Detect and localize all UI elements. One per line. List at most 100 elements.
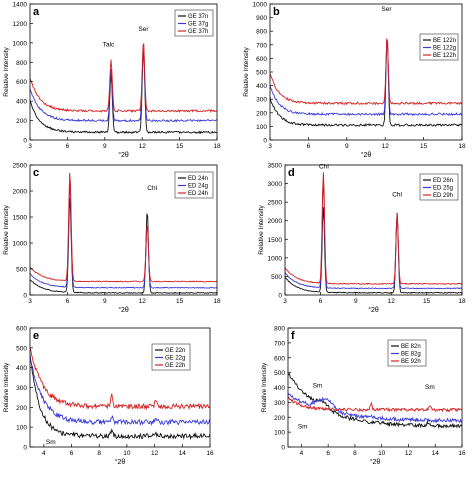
y-tick-label: 800 [274, 326, 285, 333]
peak-annotation: Ser [138, 26, 149, 33]
series-line-ed-24n [30, 198, 217, 294]
series-line-ge-37n [30, 51, 217, 135]
x-tick-label: 6 [66, 143, 70, 150]
y-tick-label: 100 [256, 124, 267, 131]
series-line-ed-24g [30, 183, 217, 289]
peak-annotation: Sm [313, 383, 323, 390]
x-axis-label: °2θ [368, 306, 379, 314]
y-tick-label: 900 [256, 15, 267, 22]
peak-annotation: Ser [381, 6, 392, 13]
x-tick-label: 18 [458, 143, 466, 150]
y-tick-label: 1500 [268, 237, 283, 244]
x-tick-label: 4 [300, 450, 304, 457]
y-tick-label: 700 [274, 340, 285, 347]
y-tick-label: 500 [256, 70, 267, 77]
legend-label: ED 25g [433, 186, 453, 192]
x-tick-label: 6 [307, 143, 311, 150]
plot-frame [29, 3, 218, 141]
plot-frame [29, 164, 218, 296]
y-tick-label: 100 [274, 430, 285, 437]
y-tick-label: 400 [16, 365, 27, 372]
peak-annotation: Chl [319, 164, 329, 171]
x-tick-label: 15 [420, 143, 428, 150]
y-tick-label: 2000 [268, 218, 283, 225]
y-tick-label: 3500 [268, 163, 283, 170]
legend-label: BE 92h [401, 359, 421, 365]
series-line-ge-22g [30, 355, 210, 427]
legend-label: BE 82g [401, 352, 421, 358]
legend-label: ED 24n [188, 176, 208, 182]
series-line-ge-37g [30, 47, 217, 123]
x-tick-label: 12 [388, 298, 396, 305]
peak-annotation: Sm [298, 423, 308, 430]
y-tick-label: 3000 [268, 181, 283, 188]
legend-label: ED 29h [433, 193, 453, 199]
peak-annotation: Talc [103, 42, 115, 49]
x-axis-label: °2θ [370, 458, 381, 466]
y-tick-label: 700 [256, 42, 267, 49]
peak-annotation: Chl [392, 192, 402, 199]
x-axis-label: °2θ [118, 151, 129, 159]
y-tick-label: 500 [16, 345, 27, 352]
panel-c: 0 500 1000 1500 2000 2500 3 6 9 12 15 18 °2θ Relative… [3, 163, 221, 315]
series-line-ge-22h [30, 347, 210, 411]
panel-a: 0 200 400 600 800 1000 1200 1400 3 6 9 12 15 18 °2θ Rel… [3, 2, 221, 160]
legend-label: ED 24h [188, 191, 208, 197]
y-tick-label: 0 [23, 293, 27, 300]
series-line-ge-37h [30, 43, 217, 114]
panel-f: 0 100 200 300 400 500 600 700 800 4 6 8 10 12 14 16 °2θ R… [261, 326, 466, 467]
y-axis-label: Relative Intensity [261, 362, 268, 412]
peak-annotation: Chl [147, 185, 157, 192]
y-tick-label: 600 [16, 79, 27, 86]
x-tick-label: 6 [319, 298, 323, 305]
y-tick-label: 500 [271, 274, 282, 281]
x-tick-label: 3 [28, 143, 32, 150]
x-tick-label: 12 [139, 298, 147, 305]
series-line-ed-26n [285, 207, 462, 294]
y-tick-label: 0 [278, 293, 282, 300]
x-tick-label: 6 [70, 450, 74, 457]
x-tick-label: 12 [139, 143, 147, 150]
panel-label: a [33, 6, 40, 18]
x-tick-label: 18 [213, 143, 221, 150]
y-tick-label: 100 [16, 425, 27, 432]
x-tick-label: 9 [354, 298, 358, 305]
y-tick-label: 200 [16, 405, 27, 412]
y-tick-label: 0 [281, 445, 285, 452]
x-tick-label: 4 [42, 450, 46, 457]
panel-label: e [33, 330, 39, 342]
y-tick-label: 600 [16, 326, 27, 333]
panel-d: 0 500 1000 1500 2000 2500 3000 3500 3 6 9 12 15 18 °2θ… [258, 163, 466, 315]
x-tick-label: 9 [345, 143, 349, 150]
series-line-ed-29h [285, 172, 462, 286]
y-tick-label: 400 [256, 83, 267, 90]
y-tick-label: 600 [256, 56, 267, 63]
x-tick-label: 12 [405, 450, 413, 457]
x-tick-label: 12 [382, 143, 390, 150]
legend-label: BE 122h [433, 53, 456, 59]
plot-frame [284, 164, 463, 296]
legend-label: GE 37g [188, 22, 208, 28]
panel-label: d [288, 167, 295, 179]
x-tick-label: 10 [123, 450, 131, 457]
x-tick-label: 8 [353, 450, 357, 457]
series-line-be-122n [270, 39, 462, 127]
legend-label: GE 22h [165, 363, 185, 369]
x-tick-label: 14 [179, 450, 187, 457]
x-tick-label: 10 [378, 450, 386, 457]
y-tick-label: 0 [23, 445, 27, 452]
panel-e: 0 100 200 300 400 500 600 4 6 8 10 12 14 16 °2θ Relativ… [3, 326, 214, 467]
y-tick-label: 800 [256, 29, 267, 36]
y-tick-label: 2000 [13, 189, 28, 196]
y-tick-label: 200 [16, 118, 27, 125]
x-tick-label: 6 [326, 450, 330, 457]
y-tick-label: 2500 [268, 200, 283, 207]
x-tick-label: 9 [103, 298, 107, 305]
y-tick-label: 400 [274, 385, 285, 392]
x-tick-label: 18 [213, 298, 221, 305]
legend-label: GE 37h [188, 29, 208, 35]
x-tick-label: 15 [423, 298, 431, 305]
legend-label: GE 22g [165, 356, 185, 362]
x-axis-label: °2θ [361, 151, 372, 159]
